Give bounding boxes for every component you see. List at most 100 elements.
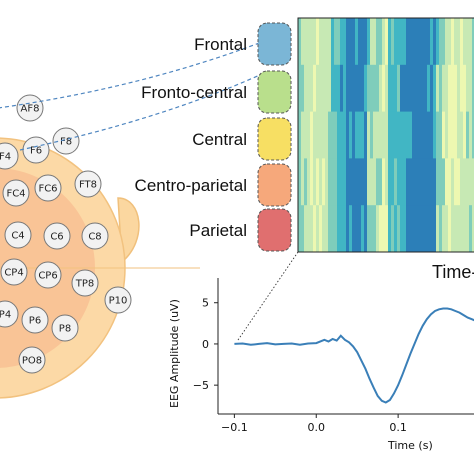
heatmap-cell (322, 205, 326, 253)
heatmap-cell (355, 64, 359, 113)
heatmap-cell (394, 205, 398, 253)
heatmap-cell (412, 64, 416, 113)
region-swatch-1 (257, 70, 292, 114)
electrode-label: P8 (59, 324, 71, 335)
heatmap-cell (364, 64, 368, 113)
heatmap-cell (304, 64, 308, 113)
heatmap-cell (361, 158, 365, 206)
x-axis-title: Time (s) (387, 439, 433, 452)
heatmap-cell (409, 111, 413, 159)
heatmap-cell (451, 158, 455, 206)
heatmap-cell (394, 64, 398, 113)
heatmap-cell (328, 111, 332, 159)
heatmap-cell (328, 158, 332, 206)
electrode-marker (18, 346, 46, 374)
heatmap-cell (412, 18, 416, 66)
electrode-marker (104, 286, 132, 314)
heatmap-cell (445, 64, 449, 113)
heatmap-cell (313, 205, 317, 253)
heatmap-cell (427, 158, 431, 206)
heatmap-cell (406, 64, 410, 113)
heatmap-cell (325, 111, 329, 159)
heatmap-cell (352, 18, 356, 66)
heatmap-cell (439, 64, 443, 113)
heatmap-cell (424, 205, 428, 253)
heatmap-cell (373, 158, 377, 206)
electrode-marker (43, 222, 71, 250)
heatmap-cell (370, 64, 374, 113)
heatmap-cell (322, 64, 326, 113)
heatmap-cell (364, 111, 368, 159)
heatmap-cell (424, 158, 428, 206)
heatmap-cell (373, 18, 377, 66)
heatmap-cell (391, 64, 395, 113)
region-swatch-3 (257, 163, 292, 207)
heatmap-cell (367, 111, 371, 159)
heatmap-cell (439, 205, 443, 253)
heatmap-cell (427, 18, 431, 66)
electrode-label: FT8 (79, 180, 97, 191)
region-label-3: Centro-parietal (135, 176, 247, 195)
x-tick-label: −0.1 (221, 421, 248, 434)
heatmap-cell (310, 158, 314, 206)
heatmap-cell (319, 111, 323, 159)
heatmap-cell (409, 158, 413, 206)
electrode-po8: PO8 (18, 346, 46, 374)
heatmap-cell (352, 64, 356, 113)
heatmap-cell (355, 205, 359, 253)
heatmap-cell (316, 111, 320, 159)
heatmap-cell (334, 158, 338, 206)
heatmap-cell (358, 64, 362, 113)
electrode-af8: AF8 (16, 94, 44, 122)
heatmap-cell (376, 64, 380, 113)
heatmap-cell (433, 111, 437, 159)
electrode-label: FC4 (6, 189, 25, 200)
heatmap-cell (379, 158, 383, 206)
electrode-p8: P8 (51, 314, 79, 342)
heatmap-cell (418, 64, 422, 113)
heatmap-cell (313, 64, 317, 113)
region-label-0: Frontal (194, 35, 247, 54)
electrode-marker (0, 300, 19, 328)
region-label-4: Parietal (189, 221, 247, 240)
electrode-fc6: FC6 (34, 174, 62, 202)
heatmap-cell (307, 18, 311, 66)
heatmap-cell (376, 18, 380, 66)
electrode-c6: C6 (43, 222, 71, 250)
heatmap-cell (406, 111, 410, 159)
heatmap-border (297, 17, 474, 253)
heatmap-cells (298, 18, 474, 253)
heatmap-cell (418, 205, 422, 253)
heatmap-cell (430, 64, 434, 113)
electrode-marker (34, 261, 62, 289)
heatmap-cell (298, 64, 302, 113)
electrode-tp8: TP8 (71, 269, 99, 297)
heatmap-cell (409, 18, 413, 66)
heatmap-cell (298, 205, 302, 253)
connector-frontal-top (0, 41, 263, 109)
heatmap-cell (325, 64, 329, 113)
heatmap-cell (313, 158, 317, 206)
heatmap-cell (304, 205, 308, 253)
y-tick-label: −5 (193, 379, 209, 392)
heatmap-cell (460, 18, 464, 66)
heatmap-cell (328, 64, 332, 113)
y-axis-title: EEG Amplitude (uV) (168, 299, 181, 408)
heatmap-cell (316, 205, 320, 253)
electrode-marker (52, 127, 80, 155)
heatmap-cell (448, 111, 452, 159)
heatmap-cell (463, 64, 467, 113)
heatmap-cell (454, 18, 458, 66)
heatmap-cell (400, 18, 404, 66)
heatmap-cell (454, 205, 458, 253)
heatmap-cell (346, 111, 350, 159)
electrode-marker (4, 221, 32, 249)
heatmap-cell (370, 205, 374, 253)
electrode-label: P6 (29, 316, 41, 327)
heatmap-cell (343, 205, 347, 253)
heatmap-cell (448, 158, 452, 206)
heatmap-cell (385, 111, 389, 159)
heatmap-cell (316, 18, 320, 66)
heatmap-cell (301, 111, 305, 159)
heatmap-cell (430, 18, 434, 66)
